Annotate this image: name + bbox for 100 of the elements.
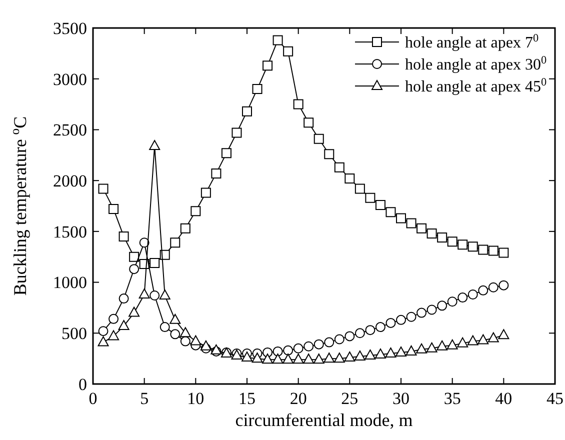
- point: [498, 280, 509, 290]
- point: [98, 184, 108, 194]
- point: [386, 207, 396, 218]
- y-tick-label: 1500: [53, 222, 87, 242]
- y-tick-label: 500: [62, 324, 87, 344]
- x-tick-label: 10: [187, 389, 204, 408]
- point: [232, 128, 242, 138]
- point: [139, 238, 150, 248]
- point: [180, 223, 190, 234]
- point: [262, 60, 273, 71]
- point: [118, 294, 129, 304]
- point: [108, 204, 119, 214]
- legend-label: hole angle at apex 7$^{0}$: [405, 32, 539, 52]
- point: [118, 232, 129, 242]
- point: [467, 335, 478, 346]
- x-tick-label: 25: [341, 389, 358, 408]
- x-tick-label: 20: [290, 389, 307, 408]
- point: [180, 336, 190, 346]
- point: [242, 352, 252, 362]
- point: [128, 306, 140, 317]
- point: [354, 328, 365, 338]
- x-tick-label: 30: [392, 389, 410, 408]
- x-tick-label: 40: [495, 389, 512, 408]
- point: [304, 341, 314, 352]
- point: [447, 236, 458, 247]
- point: [365, 325, 376, 336]
- point: [478, 244, 488, 255]
- point: [282, 354, 294, 364]
- point: [272, 35, 283, 46]
- point: [108, 314, 119, 324]
- point: [426, 304, 437, 315]
- point: [375, 200, 386, 210]
- point: [200, 340, 212, 350]
- point: [129, 252, 140, 262]
- point: [211, 168, 222, 178]
- point: [458, 240, 468, 250]
- y-tick-label: 0: [78, 374, 87, 394]
- point: [446, 339, 458, 350]
- y-tick-label: 1000: [53, 273, 87, 292]
- point: [396, 213, 406, 224]
- point: [354, 350, 366, 361]
- point: [374, 348, 386, 359]
- y-tick-label: 3500: [53, 18, 87, 38]
- point: [149, 140, 160, 150]
- point: [252, 84, 262, 94]
- y-tick-label: 2000: [53, 172, 87, 191]
- point: [292, 354, 304, 364]
- point: [190, 335, 202, 346]
- x-tick-label: 45: [546, 389, 564, 408]
- point: [262, 354, 274, 364]
- point: [478, 334, 489, 344]
- point: [437, 300, 448, 311]
- x-axis-title: circumferential mode, m: [235, 410, 413, 430]
- point: [118, 320, 130, 330]
- point: [426, 228, 437, 238]
- point: [488, 282, 498, 292]
- point: [406, 218, 416, 228]
- point: [344, 174, 355, 184]
- point: [354, 184, 365, 194]
- x-tick-label: 5: [140, 389, 149, 408]
- point: [190, 206, 201, 216]
- point: [488, 246, 498, 256]
- point: [160, 322, 170, 332]
- y-tick-label: 2500: [53, 120, 87, 140]
- legend-label: hole angle at apex 30$^{0}$: [405, 54, 547, 74]
- point: [293, 343, 304, 354]
- point: [283, 46, 294, 56]
- point: [159, 290, 170, 300]
- point: [386, 318, 396, 328]
- point: [272, 346, 283, 356]
- point: [385, 347, 396, 358]
- point: [129, 264, 140, 274]
- point: [437, 232, 448, 243]
- point: [324, 337, 334, 348]
- point: [108, 330, 120, 340]
- point: [221, 148, 232, 158]
- x-tick-label: 35: [444, 389, 461, 408]
- point: [314, 134, 324, 144]
- point: [364, 350, 376, 360]
- point: [457, 337, 468, 348]
- point: [468, 289, 478, 300]
- point: [447, 296, 458, 307]
- point: [426, 342, 438, 352]
- point: [488, 332, 499, 342]
- point: [242, 106, 252, 116]
- point: [436, 340, 448, 350]
- point: [344, 352, 356, 362]
- point: [252, 352, 263, 363]
- point: [334, 352, 345, 363]
- legend-label: hole angle at apex 45$^{0}$: [405, 76, 547, 96]
- point: [180, 327, 191, 338]
- point: [283, 345, 294, 356]
- point: [293, 99, 304, 110]
- x-tick-label: 15: [238, 389, 256, 408]
- y-tick-label: 3000: [53, 70, 87, 89]
- point: [498, 329, 510, 340]
- point: [365, 192, 376, 203]
- point: [416, 223, 427, 234]
- point: [150, 290, 160, 301]
- point: [324, 149, 334, 160]
